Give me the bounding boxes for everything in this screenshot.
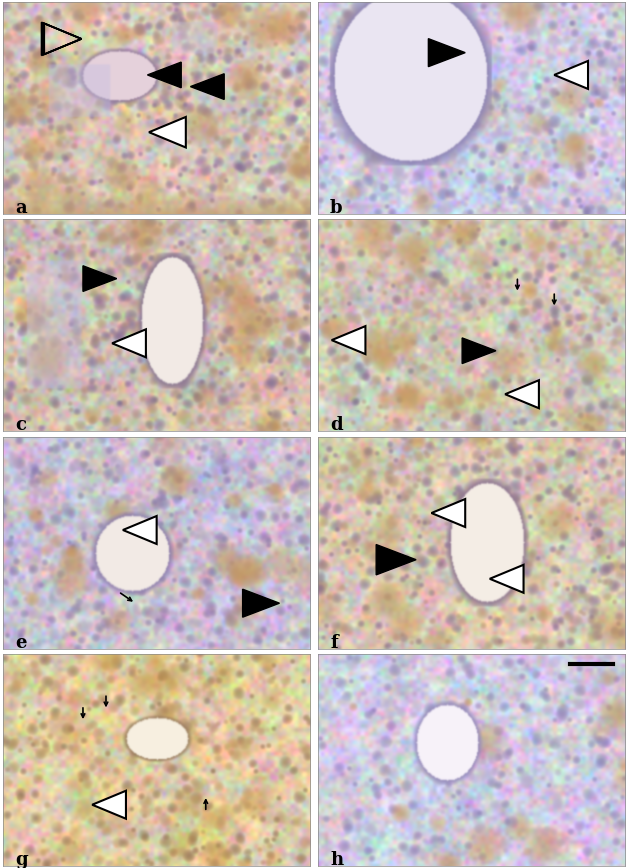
Polygon shape bbox=[83, 266, 117, 292]
Polygon shape bbox=[428, 39, 465, 67]
Text: a: a bbox=[16, 199, 27, 217]
Text: d: d bbox=[330, 417, 343, 435]
Polygon shape bbox=[462, 338, 496, 364]
Polygon shape bbox=[112, 329, 146, 358]
Text: b: b bbox=[330, 199, 343, 217]
Text: g: g bbox=[16, 852, 28, 868]
Polygon shape bbox=[190, 74, 224, 100]
Polygon shape bbox=[490, 565, 524, 593]
Polygon shape bbox=[123, 516, 156, 544]
Text: h: h bbox=[330, 852, 344, 868]
Polygon shape bbox=[376, 544, 416, 575]
Polygon shape bbox=[149, 117, 186, 148]
Polygon shape bbox=[92, 791, 126, 819]
Polygon shape bbox=[242, 589, 279, 617]
Polygon shape bbox=[332, 326, 365, 354]
Text: e: e bbox=[16, 634, 27, 652]
Polygon shape bbox=[148, 62, 181, 88]
Polygon shape bbox=[505, 380, 539, 408]
Polygon shape bbox=[431, 499, 465, 527]
Text: c: c bbox=[16, 417, 26, 435]
Polygon shape bbox=[555, 61, 588, 89]
Text: f: f bbox=[330, 634, 338, 652]
